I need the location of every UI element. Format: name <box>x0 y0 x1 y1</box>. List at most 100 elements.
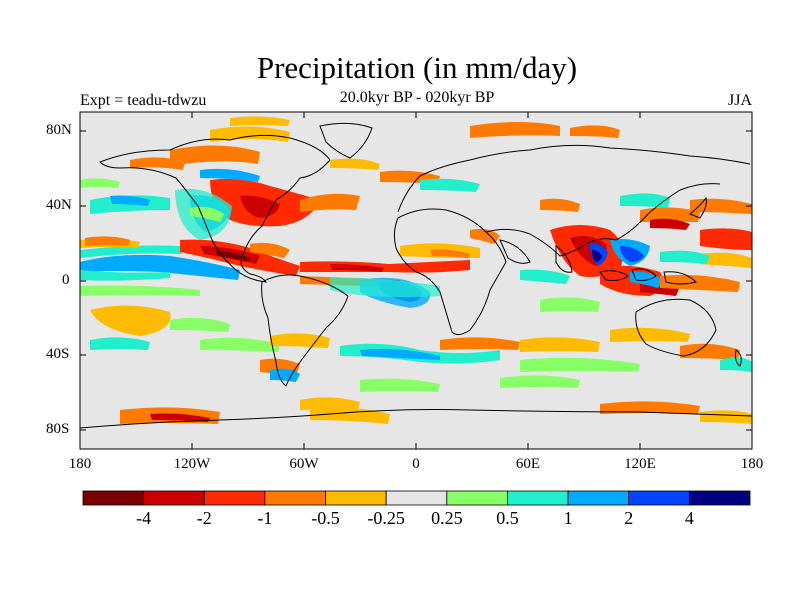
field-patch <box>500 375 580 388</box>
lon-label-120w: 120W <box>173 456 211 472</box>
colorbar-label: 2 <box>624 508 634 528</box>
colorbar-label: 4 <box>684 508 694 528</box>
colorbar-swatch <box>628 490 690 506</box>
colorbar-label: -4 <box>136 508 152 528</box>
colorbar-swatch <box>264 490 326 506</box>
field-patch <box>600 401 700 414</box>
field-patch <box>680 343 740 360</box>
colorbar-label: -2 <box>196 508 212 528</box>
lon-label-0: 0 <box>412 456 420 472</box>
field-patch <box>150 413 210 422</box>
field-patch <box>700 228 752 250</box>
field-patch <box>330 264 384 272</box>
field-patch <box>470 122 560 138</box>
coastline-north-america <box>99 134 331 283</box>
colorbar-label: -0.5 <box>311 508 340 528</box>
field-patch <box>520 269 570 284</box>
field-patch <box>80 245 182 258</box>
field-patch <box>540 198 580 212</box>
field-patch <box>330 277 440 298</box>
field-patch <box>420 178 480 192</box>
colorbar-swatch <box>567 490 630 506</box>
field-patch <box>230 116 290 126</box>
field-patch <box>592 250 602 262</box>
coastline-japan <box>689 196 707 219</box>
field-patch <box>85 236 130 246</box>
field-patch <box>170 145 260 166</box>
field-patch <box>80 285 200 296</box>
colorbar-swatch <box>688 490 751 506</box>
field-patch <box>470 228 500 244</box>
lon-label-60w: 60W <box>289 456 319 472</box>
field-patch <box>300 193 360 212</box>
field-patch <box>170 317 230 332</box>
field-patch <box>200 168 260 182</box>
field-patch <box>700 252 752 268</box>
field-patch <box>640 207 700 222</box>
field-patch <box>430 249 470 258</box>
field-patch <box>90 305 171 336</box>
field-patch <box>660 274 740 292</box>
field-patch <box>250 242 290 258</box>
lon-label-180-west: 180 <box>68 456 92 472</box>
lon-label-60e: 60E <box>515 456 541 472</box>
coastline-africa <box>393 208 507 336</box>
colorbar-swatch <box>143 490 205 506</box>
lat-label-80n: 80N <box>46 122 72 138</box>
field-patch <box>360 378 440 392</box>
field-patch <box>540 297 600 312</box>
colorbar <box>82 490 751 506</box>
coastline-greenland <box>319 122 373 159</box>
map-subtitle: 20.0kyr BP - 020kyr BP <box>339 89 495 106</box>
lon-label-180-east: 180 <box>740 456 764 472</box>
coastline-australia <box>635 298 717 357</box>
coastline-india <box>555 245 573 273</box>
field-patch <box>310 407 390 424</box>
coastline-new-zealand <box>735 349 742 367</box>
coastline-island <box>631 268 657 281</box>
field-patch <box>90 195 170 214</box>
colorbar-swatch <box>325 490 387 506</box>
experiment-label: Expt = teadu-tdwzu <box>80 92 207 109</box>
field-patch <box>240 195 280 218</box>
colorbar-swatch <box>203 490 266 506</box>
field-patch <box>130 157 185 170</box>
field-patch <box>620 246 644 262</box>
field-patch <box>330 158 380 170</box>
field-patch <box>210 126 290 142</box>
lat-label-40n: 40N <box>46 197 72 213</box>
coastline-island <box>599 270 629 281</box>
coastline-arabia <box>499 239 531 264</box>
field-patch <box>690 198 752 214</box>
lat-label-80s: 80S <box>46 421 70 437</box>
axis-ticks <box>80 112 752 449</box>
field-patch <box>520 337 600 352</box>
coastline-antarctica <box>80 409 752 429</box>
coastline-eurasia-north <box>397 144 751 213</box>
field-patch <box>700 410 752 424</box>
colorbar-label: 0.5 <box>496 508 519 528</box>
coastline-eurasia-south <box>485 183 721 257</box>
field-patch <box>660 250 710 264</box>
season-label: JJA <box>727 92 752 109</box>
colorbar-label: -0.25 <box>367 508 405 528</box>
colorbar-label: 1 <box>563 508 573 528</box>
field-patch <box>520 357 640 372</box>
field-patch <box>360 348 440 360</box>
colorbar-swatch <box>507 490 569 506</box>
field-patch <box>190 206 224 222</box>
colorbar-swatch <box>446 490 508 506</box>
field-patch <box>720 357 752 372</box>
field-patch <box>620 193 670 208</box>
field-patch <box>80 254 240 280</box>
coastline-south-america <box>261 274 349 387</box>
coastline-island <box>663 271 697 285</box>
field-patch <box>200 337 280 352</box>
field-patch <box>570 125 620 138</box>
field-patch <box>300 397 360 410</box>
field-patch <box>440 337 520 350</box>
colorbar-label: 0.25 <box>431 508 463 528</box>
colorbar-swatch <box>82 490 145 506</box>
lat-label-0: 0 <box>62 272 70 288</box>
field-patch <box>650 218 690 230</box>
